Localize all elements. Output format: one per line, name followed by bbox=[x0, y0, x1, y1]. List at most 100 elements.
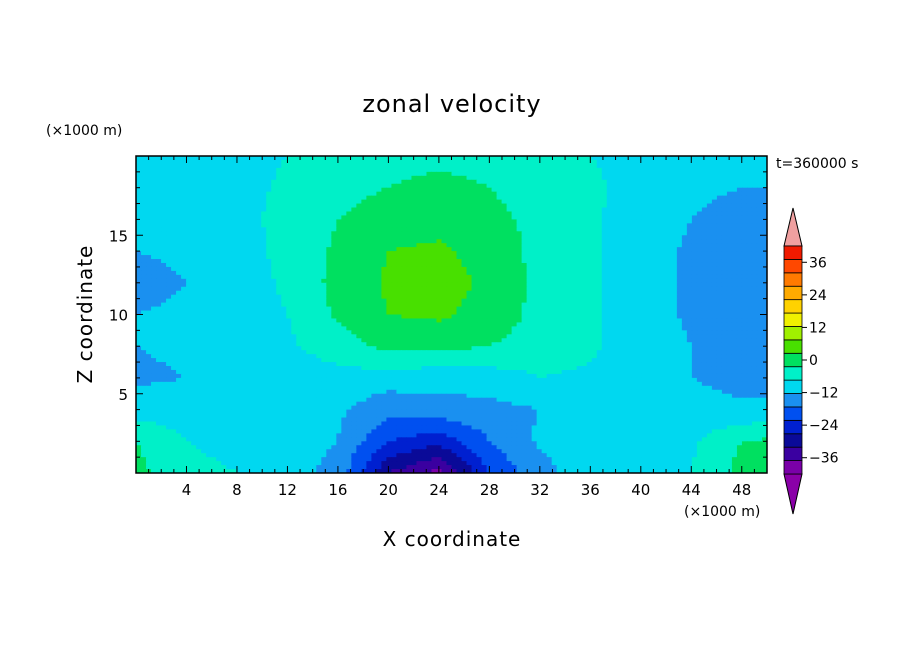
contour-cell bbox=[441, 282, 448, 288]
contour-cell bbox=[601, 266, 608, 272]
contour-cell bbox=[471, 223, 478, 228]
contour-cell bbox=[761, 251, 767, 256]
contour-cell bbox=[371, 191, 377, 197]
contour-cell bbox=[616, 262, 623, 268]
contour-cell bbox=[431, 231, 438, 236]
contour-cell bbox=[676, 223, 683, 228]
contour-cell bbox=[136, 302, 142, 308]
contour-cell bbox=[166, 262, 172, 268]
contour-cell bbox=[146, 175, 152, 181]
contour-cell bbox=[406, 306, 413, 312]
contour-cell bbox=[326, 306, 332, 312]
contour-cell bbox=[351, 231, 357, 236]
contour-cell bbox=[236, 171, 242, 177]
contour-cell bbox=[631, 290, 638, 296]
contour-cell bbox=[356, 274, 362, 280]
contour-cell bbox=[331, 163, 337, 169]
contour-cell bbox=[236, 156, 242, 161]
contour-cell bbox=[326, 167, 332, 173]
contour-cell bbox=[336, 179, 342, 185]
contour-cell bbox=[201, 247, 207, 252]
contour-cell bbox=[631, 266, 638, 272]
contour-cell bbox=[381, 227, 387, 232]
contour-cell bbox=[201, 294, 207, 300]
contour-cell bbox=[481, 247, 488, 252]
contour-cell bbox=[246, 243, 252, 248]
contour-cell bbox=[651, 207, 658, 213]
contour-cell bbox=[271, 159, 277, 165]
contour-cell bbox=[191, 298, 197, 304]
contour-cell bbox=[311, 310, 317, 316]
contour-cell bbox=[176, 227, 182, 232]
contour-cell bbox=[186, 298, 192, 304]
contour-cell bbox=[156, 290, 162, 296]
contour-cell bbox=[741, 302, 748, 308]
contour-cell bbox=[706, 203, 713, 209]
contour-cell bbox=[636, 175, 643, 181]
contour-cell bbox=[476, 302, 483, 308]
contour-cell bbox=[456, 247, 463, 252]
contour-cell bbox=[751, 187, 758, 193]
contour-cell bbox=[691, 286, 698, 292]
contour-cell bbox=[736, 183, 743, 189]
contour-cell bbox=[371, 266, 377, 272]
contour-cell bbox=[556, 175, 563, 181]
contour-cell bbox=[681, 203, 688, 209]
contour-cell bbox=[506, 290, 513, 296]
contour-cell bbox=[641, 191, 648, 197]
contour-cell bbox=[421, 262, 428, 268]
contour-cell bbox=[651, 203, 658, 209]
contour-cell bbox=[271, 227, 277, 232]
contour-cell bbox=[716, 255, 723, 260]
contour-cell bbox=[226, 223, 232, 228]
contour-cell bbox=[756, 159, 763, 165]
contour-cell bbox=[216, 163, 222, 169]
contour-cell bbox=[451, 286, 458, 292]
contour-cell bbox=[371, 203, 377, 209]
contour-cell bbox=[661, 290, 668, 296]
contour-cell bbox=[736, 266, 743, 272]
contour-cell bbox=[291, 227, 297, 232]
contour-cell bbox=[311, 223, 317, 228]
contour-cell bbox=[656, 255, 663, 260]
contour-cell bbox=[311, 262, 317, 268]
contour-cell bbox=[666, 243, 673, 248]
contour-cell bbox=[746, 191, 753, 197]
contour-cell bbox=[731, 215, 738, 220]
contour-cell bbox=[596, 282, 603, 288]
contour-cell bbox=[231, 211, 237, 217]
contour-cell bbox=[321, 298, 327, 304]
contour-cell bbox=[166, 163, 172, 169]
contour-cell bbox=[141, 266, 147, 272]
contour-cell bbox=[241, 243, 247, 248]
contour-cell bbox=[296, 251, 302, 256]
contour-cell bbox=[371, 306, 377, 312]
contour-cell bbox=[511, 266, 518, 272]
contour-cell bbox=[501, 294, 508, 300]
contour-cell bbox=[156, 179, 162, 185]
contour-cell bbox=[556, 306, 563, 312]
contour-cell bbox=[236, 302, 242, 308]
contour-cell bbox=[611, 163, 618, 169]
contour-cell bbox=[366, 223, 372, 228]
contour-cell bbox=[546, 156, 553, 161]
contour-cell bbox=[716, 262, 723, 268]
contour-cell bbox=[176, 243, 182, 248]
contour-cell bbox=[421, 274, 428, 280]
contour-cell bbox=[376, 274, 382, 280]
contour-cell bbox=[366, 247, 372, 252]
contour-cell bbox=[261, 219, 267, 224]
contour-cell bbox=[476, 191, 483, 197]
contour-cell bbox=[406, 247, 413, 252]
contour-cell bbox=[281, 163, 287, 169]
contour-cell bbox=[506, 199, 513, 205]
contour-cell bbox=[336, 187, 342, 193]
contour-cell bbox=[706, 219, 713, 224]
contour-cell bbox=[461, 239, 468, 244]
contour-cell bbox=[511, 227, 518, 232]
contour-cell bbox=[401, 219, 408, 224]
contour-cell bbox=[731, 298, 738, 304]
contour-cell bbox=[701, 266, 708, 272]
contour-cell bbox=[251, 199, 257, 205]
contour-cell bbox=[341, 187, 347, 193]
